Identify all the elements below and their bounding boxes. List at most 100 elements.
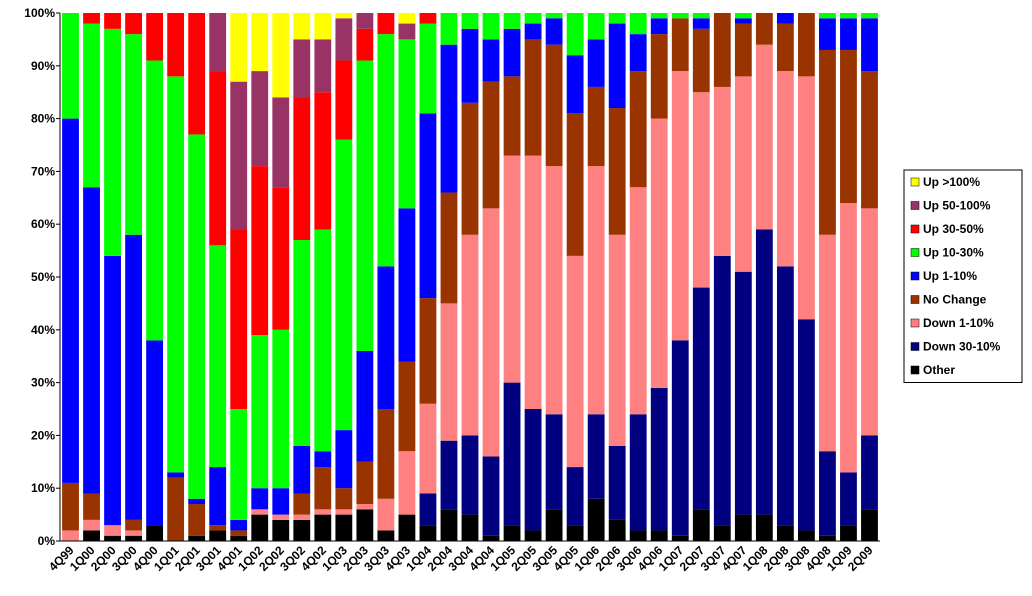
bar-segment xyxy=(671,13,689,19)
bar-segment xyxy=(566,525,584,541)
bar-segment xyxy=(398,39,416,209)
bar-segment xyxy=(419,298,437,404)
bar-segment xyxy=(398,13,416,24)
bar-segment xyxy=(629,71,647,188)
bar-segment xyxy=(798,13,815,77)
bar-segment xyxy=(524,409,542,531)
bar-segment xyxy=(377,34,395,267)
bar-segment xyxy=(819,49,836,235)
bar-segment xyxy=(230,81,248,230)
legend-box xyxy=(903,169,1023,383)
bar-segment xyxy=(209,245,227,468)
bar-segment xyxy=(776,525,794,541)
bar-segment xyxy=(293,445,311,494)
bar-segment xyxy=(587,13,605,40)
bar-segment xyxy=(819,535,836,541)
bar-segment xyxy=(251,488,269,510)
y-tick-label: 50% xyxy=(31,270,55,284)
bar-segment xyxy=(83,493,100,520)
bar-segment xyxy=(650,387,668,531)
bar-segment xyxy=(314,39,332,93)
legend-swatch xyxy=(910,342,920,351)
bar-segment xyxy=(251,509,269,515)
bar-segment xyxy=(776,23,794,72)
y-tick-label: 0% xyxy=(38,534,56,548)
bar-segment xyxy=(755,44,773,230)
bar-segment xyxy=(251,514,269,541)
bar-segment xyxy=(650,118,668,388)
legend-label: Up 30-50% xyxy=(923,222,984,236)
bar-segment xyxy=(545,414,563,510)
bar-segment xyxy=(692,18,710,29)
bar-segment xyxy=(146,525,164,541)
bar-segment xyxy=(440,509,458,541)
bar-segment xyxy=(293,493,311,515)
bar-segment xyxy=(776,71,794,267)
bar-segment xyxy=(419,403,437,494)
bar-segment xyxy=(819,13,836,19)
bar-segment xyxy=(482,535,500,541)
bar-segment xyxy=(272,97,290,188)
bar-segment xyxy=(545,166,563,415)
bar-segment xyxy=(461,234,479,436)
bar-segment xyxy=(335,514,353,541)
bar-segment xyxy=(62,13,79,119)
bar-segment xyxy=(419,113,437,299)
bar-segment xyxy=(377,13,395,35)
bar-segment xyxy=(419,13,437,24)
bar-segment xyxy=(861,509,878,541)
bar-segment xyxy=(62,530,79,541)
bar-segment xyxy=(398,451,416,515)
bar-segment xyxy=(524,39,542,156)
bar-segment xyxy=(167,477,185,541)
bar-segment xyxy=(482,13,500,40)
bar-segment xyxy=(125,13,142,35)
bar-segment xyxy=(713,86,731,256)
bar-segment xyxy=(230,13,248,82)
bar-segment xyxy=(314,467,332,510)
bar-segment xyxy=(104,13,121,29)
bar-segment xyxy=(377,530,395,541)
bar-segment xyxy=(125,519,142,531)
y-tick-label: 80% xyxy=(31,112,55,126)
bar-segment xyxy=(146,60,164,341)
bar-segment xyxy=(83,23,100,188)
bar-segment xyxy=(713,525,731,541)
bar-segment xyxy=(650,34,668,119)
bar-segment xyxy=(503,382,521,526)
bar-segment xyxy=(482,456,500,536)
bar-segment xyxy=(755,13,773,45)
bar-segment xyxy=(861,435,878,510)
bar-segment xyxy=(629,13,647,35)
bar-segment xyxy=(608,445,626,520)
bar-segment xyxy=(356,509,374,541)
bar-segment xyxy=(83,13,100,24)
bar-segment xyxy=(482,81,500,209)
bar-segment xyxy=(251,166,269,336)
bar-segment xyxy=(650,13,668,19)
bar-segment xyxy=(545,44,563,167)
bar-segment xyxy=(83,530,100,541)
bar-segment xyxy=(461,102,479,235)
bar-segment xyxy=(692,287,710,510)
bar-segment xyxy=(293,97,311,241)
bar-segment xyxy=(62,482,79,531)
bar-segment xyxy=(755,229,773,515)
legend-label: Up 50-100% xyxy=(923,199,991,213)
bar-segment xyxy=(314,13,332,40)
bar-segment xyxy=(461,13,479,29)
bar-segment xyxy=(503,28,521,77)
bar-segment xyxy=(629,414,647,531)
bar-segment xyxy=(566,255,584,468)
bar-segment xyxy=(314,509,332,515)
bar-segment xyxy=(840,49,857,204)
bar-segment xyxy=(503,525,521,541)
bar-segment xyxy=(272,519,290,541)
bar-segment xyxy=(734,514,752,541)
bar-segment xyxy=(861,13,878,19)
bar-segment xyxy=(398,23,416,40)
bar-segment xyxy=(692,92,710,288)
bar-segment xyxy=(566,55,584,114)
bar-segment xyxy=(230,409,248,520)
bar-segment xyxy=(840,18,857,50)
